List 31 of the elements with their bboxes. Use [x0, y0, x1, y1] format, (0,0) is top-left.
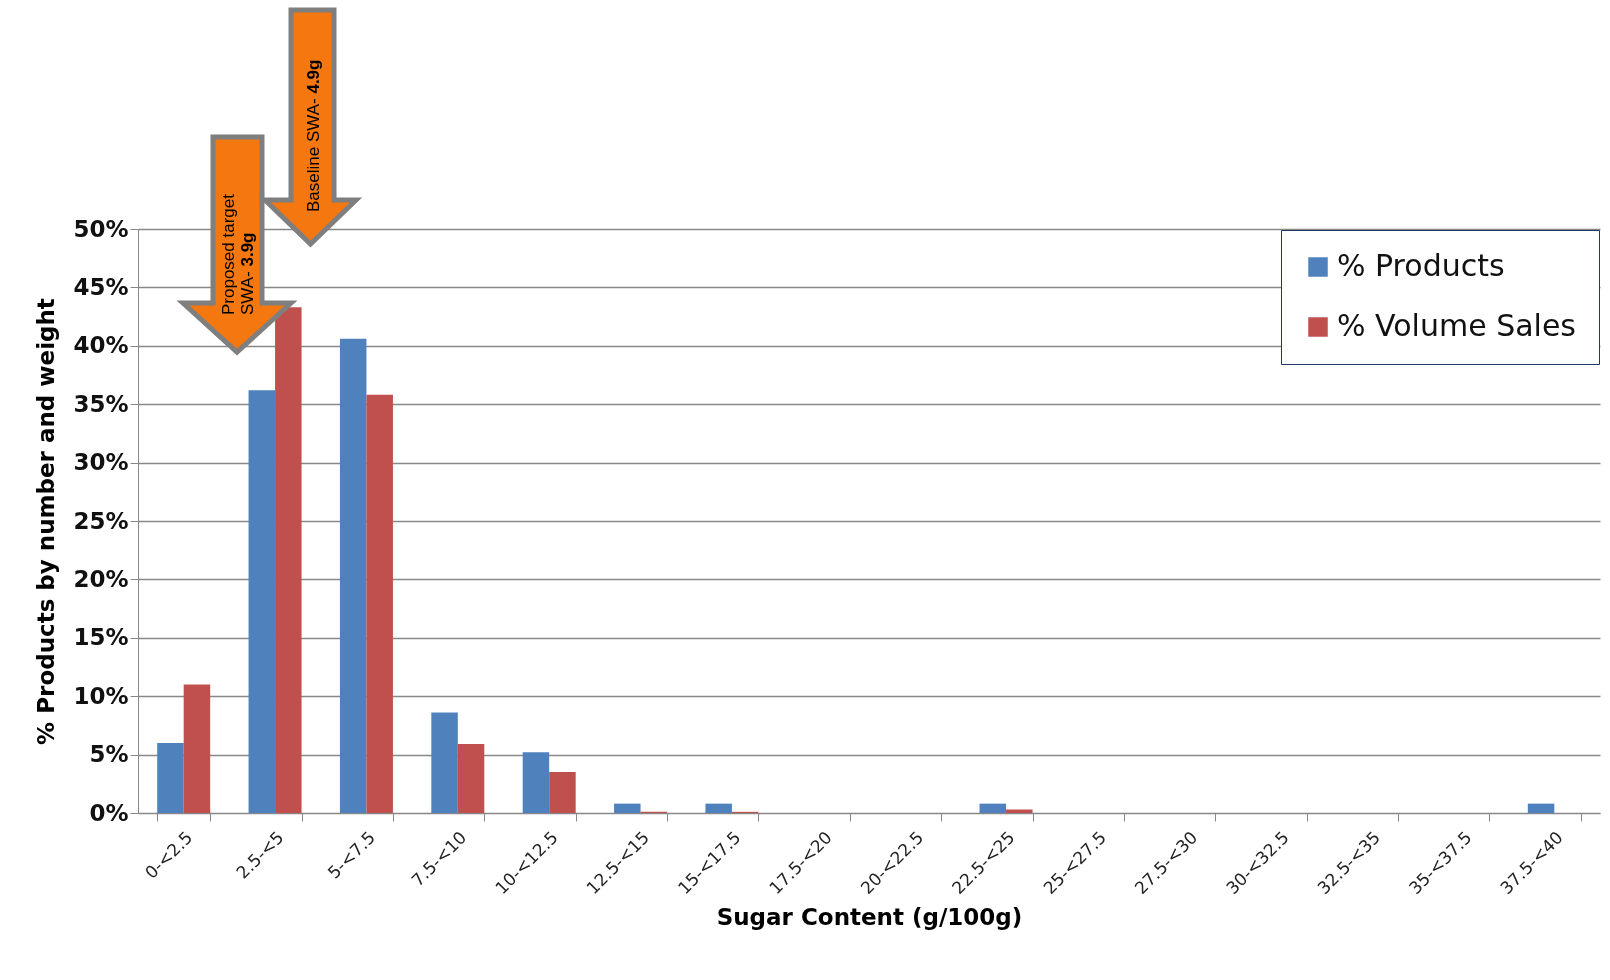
y-axis-title: % Products by number and weight [33, 298, 60, 745]
y-tick-label: 25% [73, 507, 129, 534]
y-tick-label: 30% [73, 449, 129, 476]
bar [614, 803, 641, 813]
y-tick-label: 15% [73, 624, 129, 651]
y-tick-label: 45% [73, 273, 129, 300]
bar [431, 712, 458, 813]
x-axis-title: Sugar Content (g/100g) [716, 904, 1023, 931]
bar [339, 338, 367, 813]
bar [457, 744, 485, 813]
bar [979, 803, 1007, 813]
y-tick-label: 10% [73, 682, 129, 709]
bar [1006, 809, 1033, 813]
text: Baseline SWA- 4.9g [303, 59, 323, 212]
bar [1527, 803, 1555, 813]
bar [183, 684, 211, 813]
bar [705, 803, 732, 813]
y-tick-label: 20% [73, 565, 129, 592]
y-tick-label: 50% [73, 215, 129, 242]
y-tick-label: 40% [73, 332, 129, 359]
y-tick-label: 5% [89, 741, 129, 768]
bar [366, 394, 393, 813]
y-tick-label: 35% [73, 390, 129, 417]
bar [248, 390, 276, 813]
legend-label: % Products [1337, 248, 1505, 283]
bar [549, 772, 576, 813]
bar [275, 307, 302, 813]
y-tick-label: 0% [89, 799, 129, 826]
bar [157, 742, 184, 813]
bar [522, 752, 550, 813]
legend-label: % Volume Sales [1337, 308, 1577, 343]
